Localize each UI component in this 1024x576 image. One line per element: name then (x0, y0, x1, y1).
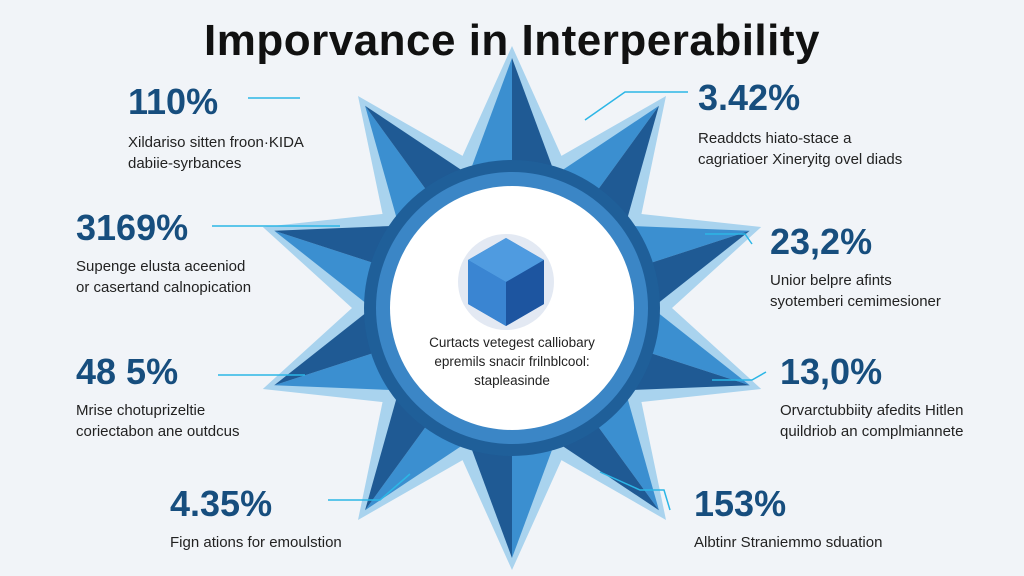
stat-6: 13,0% Orvarctubbiity afedits Hitlen quild… (780, 352, 963, 442)
stat-desc: dabiie-syrbances (128, 155, 242, 172)
stat-value: 153% (694, 483, 787, 524)
stat-3: 3169% Supenge elusta aceeniod or casertan… (76, 208, 251, 298)
cube-icon (458, 234, 554, 330)
connector-arrow (584, 91, 688, 121)
connector-arrow (328, 473, 411, 501)
stat-desc: Supenge elusta aceeniod (76, 258, 246, 275)
stat-1: 110% Xildariso sitten froon·KIDA dabiie-s… (128, 82, 304, 174)
star-spike (274, 345, 399, 391)
stat-value: 48 5% (76, 351, 179, 392)
stat-desc: quildriob an complmiannete (780, 423, 964, 440)
stat-desc: cagriatioer Xineryitg ovel diads (698, 151, 903, 168)
stat-desc: syotemberi cemimesioner (770, 293, 941, 310)
connector-arrow (599, 471, 671, 511)
center-text-line: stapleasinde (474, 373, 550, 388)
stat-desc: Unior belpre afints (770, 272, 892, 289)
stat-value: 110% (128, 81, 219, 122)
stat-value: 3169% (76, 207, 189, 248)
stat-desc: Mrise chotuprizeltie (76, 402, 206, 419)
stat-value: 13,0% (780, 351, 883, 392)
stat-desc: Xildariso sitten froon·KIDA (128, 134, 304, 151)
star-spike (274, 225, 399, 271)
stat-7: 4.35% Fign ations for emoulstion (170, 484, 342, 553)
stat-desc: Albtinr Straniemmo sduation (694, 534, 883, 551)
stat-value: 4.35% (170, 483, 273, 524)
center-text: Curtacts vetegest calliobary epremils sn… (400, 333, 624, 390)
star-spike (512, 428, 556, 558)
connector-arrow (712, 371, 767, 381)
stat-8: 153% Albtinr Straniemmo sduation (694, 484, 882, 553)
star-spike (512, 58, 556, 188)
star-spike (625, 225, 750, 271)
stat-desc: coriectabon ane outdcus (76, 423, 240, 440)
center-text-line: epremils snacir frilnblcool: (434, 354, 590, 369)
stat-desc: Readdcts hiato-stace a (698, 130, 852, 147)
stat-5: 48 5% Mrise chotuprizeltie coriectabon an… (76, 352, 239, 442)
star-spike (468, 58, 512, 188)
stat-desc: or casertand calnopication (76, 279, 252, 296)
page-title: Imporvance in Interperability (204, 16, 820, 65)
center-text-line: Curtacts vetegest calliobary (429, 335, 595, 350)
stat-4: 23,2% Unior belpre afints syotemberi cemi… (770, 222, 941, 312)
star-spike (468, 428, 512, 558)
star-spike (625, 345, 750, 391)
stat-value: 3.42% (698, 77, 801, 118)
stat-2: 3.42% Readdcts hiato-stace a cagriatioer … (698, 78, 902, 170)
connector-arrow (705, 233, 753, 245)
stat-desc: Fign ations for emoulstion (170, 534, 342, 551)
stat-value: 23,2% (770, 221, 873, 262)
stat-desc: Orvarctubbiity afedits Hitlen (780, 402, 964, 419)
